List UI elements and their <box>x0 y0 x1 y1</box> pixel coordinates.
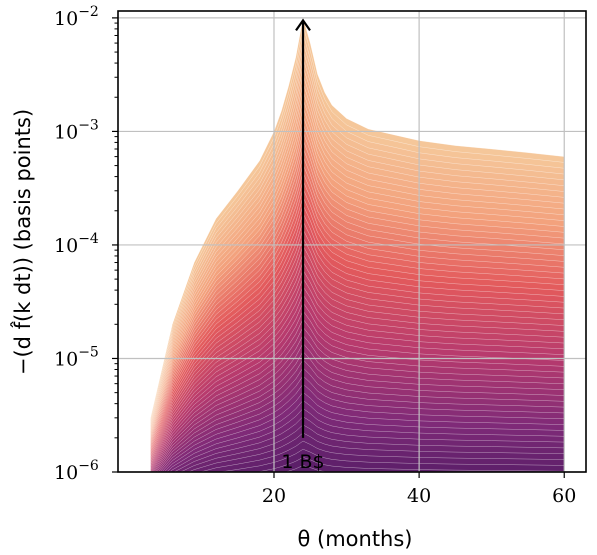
area-layer <box>150 448 565 472</box>
area-layer <box>150 471 565 472</box>
x-tick-label: 20 <box>262 485 286 507</box>
y-tick-label: 10−4 <box>54 231 99 257</box>
area-layer <box>150 471 565 472</box>
y-tick-label: 10−6 <box>54 458 99 484</box>
annotation-arrowhead <box>295 18 311 32</box>
x-tick-label: 40 <box>407 485 431 507</box>
area-layer <box>150 457 565 472</box>
axis-ticks: 20 40 60 10−6 10−5 10−4 10−3 10−2 <box>54 4 576 507</box>
area-layers <box>150 17 565 472</box>
plot-frame <box>117 10 587 473</box>
y-tick-label: 10−2 <box>54 4 99 30</box>
annotation-label: 1 B$ <box>281 451 324 473</box>
annotation: 1 B$ <box>281 18 325 473</box>
y-tick-label: 10−5 <box>54 344 99 370</box>
area-layer <box>150 471 565 472</box>
x-tick-label: 60 <box>552 485 576 507</box>
y-axis-label: −(d f̂(k dt)) (basis points) <box>10 109 35 375</box>
y-tick-label: 10−3 <box>54 117 99 143</box>
x-axis-label: θ (months) <box>297 527 412 551</box>
area-layer <box>150 471 565 472</box>
area-layer <box>150 465 565 472</box>
